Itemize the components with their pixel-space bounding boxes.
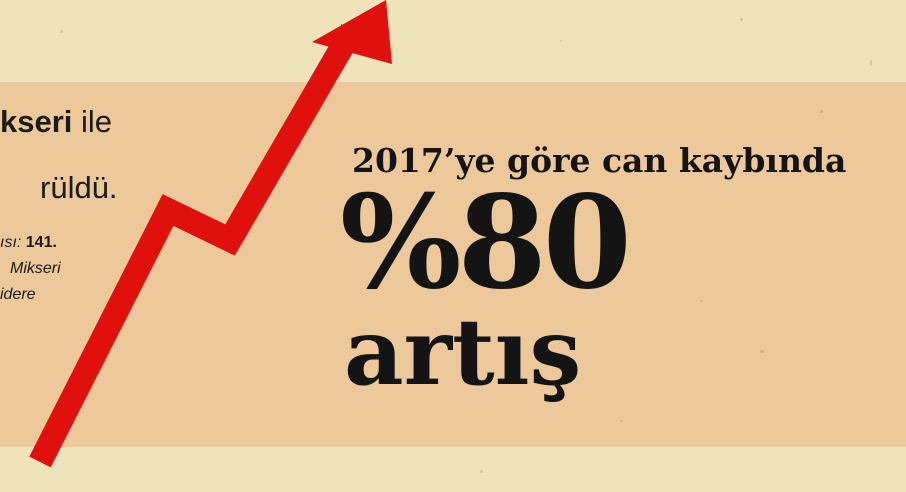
paper-speck bbox=[700, 300, 702, 302]
paper-speck bbox=[740, 18, 743, 21]
left-small-3: idere bbox=[0, 286, 36, 303]
left-small-1: ısı: 141. bbox=[0, 232, 57, 254]
stat-headline: 2017’ye göre can kaybında bbox=[352, 141, 847, 180]
paper-speck bbox=[60, 30, 63, 33]
stat-value: %80 bbox=[340, 168, 632, 318]
paper-speck bbox=[870, 60, 872, 66]
left-line-2: rüldü. bbox=[40, 170, 118, 205]
left-small-1-italic: ısı: bbox=[0, 234, 26, 251]
left-line-1: kseri ile bbox=[0, 102, 112, 142]
paper-speck bbox=[480, 470, 483, 473]
left-line-1-rest: ile bbox=[72, 104, 113, 139]
paper-speck bbox=[560, 40, 562, 42]
left-small-1-bold: 141. bbox=[25, 234, 57, 251]
stat-label: artış bbox=[344, 298, 582, 406]
paper-speck bbox=[820, 110, 823, 113]
left-line-1-bold: kseri bbox=[0, 104, 73, 139]
left-small-2: Mikseri bbox=[10, 260, 61, 277]
paper-speck bbox=[760, 350, 764, 353]
paper-speck bbox=[620, 420, 622, 422]
